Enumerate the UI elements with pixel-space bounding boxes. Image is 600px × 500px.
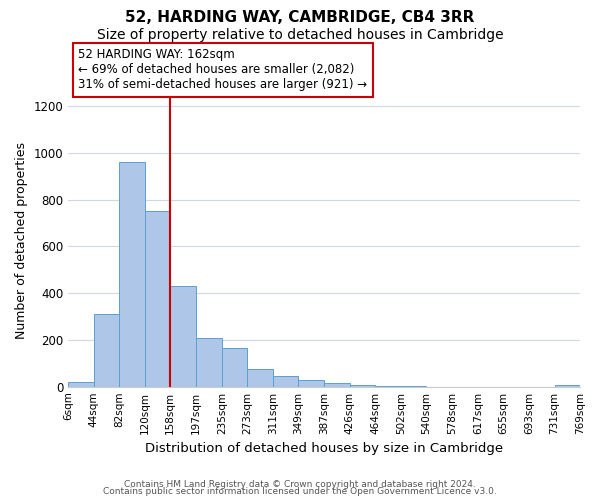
Bar <box>222 348 247 387</box>
X-axis label: Distribution of detached houses by size in Cambridge: Distribution of detached houses by size … <box>145 442 503 455</box>
Bar <box>273 376 298 386</box>
Y-axis label: Number of detached properties: Number of detached properties <box>15 142 28 339</box>
Text: Contains public sector information licensed under the Open Government Licence v3: Contains public sector information licen… <box>103 487 497 496</box>
Bar <box>554 385 580 386</box>
Text: Size of property relative to detached houses in Cambridge: Size of property relative to detached ho… <box>97 28 503 42</box>
Bar <box>119 162 145 386</box>
Bar <box>350 385 376 386</box>
Bar <box>170 286 196 386</box>
Bar <box>68 382 94 386</box>
Text: 52, HARDING WAY, CAMBRIDGE, CB4 3RR: 52, HARDING WAY, CAMBRIDGE, CB4 3RR <box>125 10 475 25</box>
Bar <box>324 383 350 386</box>
Bar <box>298 380 324 386</box>
Bar <box>94 314 119 386</box>
Bar <box>145 212 170 386</box>
Text: Contains HM Land Registry data © Crown copyright and database right 2024.: Contains HM Land Registry data © Crown c… <box>124 480 476 489</box>
Bar <box>247 369 273 386</box>
Text: 52 HARDING WAY: 162sqm
← 69% of detached houses are smaller (2,082)
31% of semi-: 52 HARDING WAY: 162sqm ← 69% of detached… <box>79 48 368 92</box>
Bar <box>196 338 222 386</box>
